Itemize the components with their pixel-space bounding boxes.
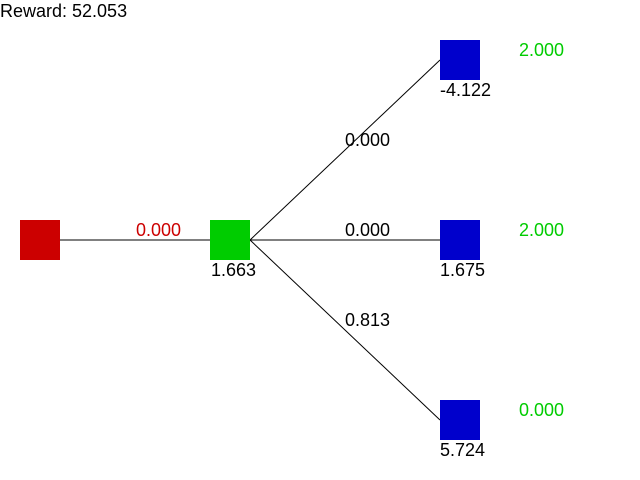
leaf-outcome-top: 2.000 [519, 40, 564, 60]
leaf-node-top[interactable] [440, 40, 480, 80]
leaf-node-value-top: -4.122 [440, 80, 491, 100]
current-node-value: 1.663 [211, 260, 256, 280]
edge-current-to-leaf-bottom [249, 239, 441, 421]
root-edge-label: 0.000 [136, 220, 181, 240]
leaf-outcome-middle: 2.000 [519, 220, 564, 240]
leaf-node-value-bottom: 5.724 [440, 440, 485, 460]
edge-label-bottom: 0.813 [345, 310, 390, 330]
edge-label-top: 0.000 [345, 130, 390, 150]
leaf-node-middle[interactable] [440, 220, 480, 260]
reward-label: Reward: 52.053 [0, 1, 127, 21]
root-node[interactable] [20, 220, 60, 260]
leaf-outcome-bottom: 0.000 [519, 400, 564, 420]
leaf-node-value-middle: 1.675 [440, 260, 485, 280]
edge-current-to-leaf-top [249, 59, 441, 241]
leaf-node-bottom[interactable] [440, 400, 480, 440]
edge-label-middle: 0.000 [345, 220, 390, 240]
current-node[interactable] [210, 220, 250, 260]
